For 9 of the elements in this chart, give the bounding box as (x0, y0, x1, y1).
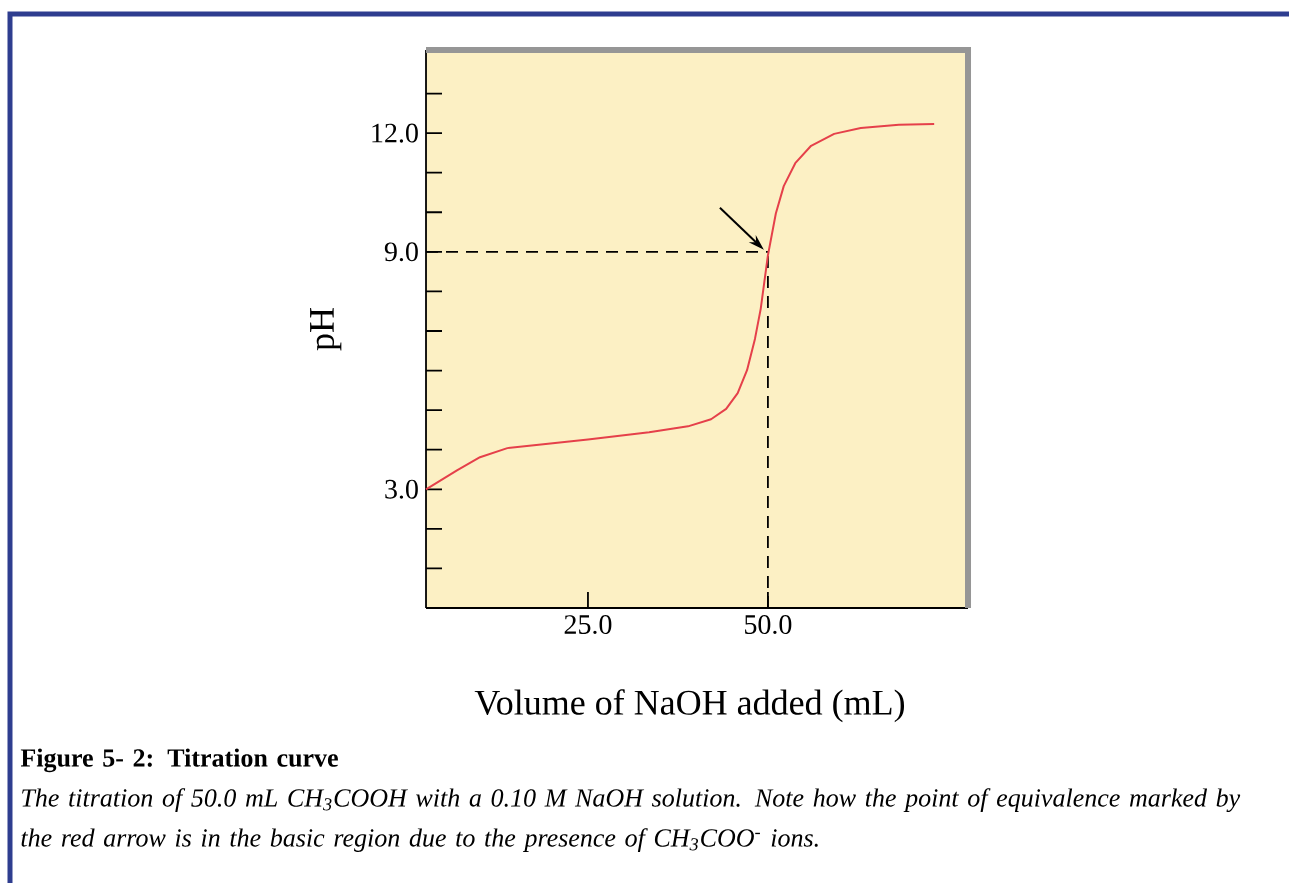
y-tick-label: 9.0 (384, 242, 418, 262)
y-tick-label: 3.0 (385, 479, 418, 499)
caption: Figure 5- 2: Titration curve (20, 748, 338, 773)
text: The titration of 50.0 mL CH$_{3}$COOH with a 0.10 M NaOH solution. Note how the point of equivalence marked by the red arrow is in the basic region due to the presence of CH$_{3}$COO$^{-}$ ions. (21, 788, 1241, 852)
y-tick-label: 12.0 (372, 123, 418, 143)
y-axis-title: pH (310, 308, 342, 351)
x-tick-label: 50.0 (745, 615, 792, 635)
x-tick-label: 25.0 (564, 615, 612, 635)
x-axis-title: Volume of NaOH added (mL) (474, 689, 905, 723)
